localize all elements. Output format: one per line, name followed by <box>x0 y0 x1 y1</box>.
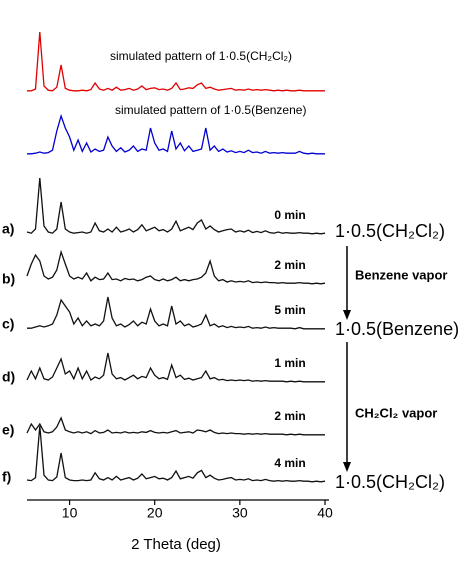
x-tick-label: 30 <box>232 505 248 521</box>
simulated-label: simulated pattern of 1·0.5(Benzene) <box>115 103 306 117</box>
trace-label: b) <box>2 271 15 287</box>
trace <box>27 31 325 92</box>
trace <box>26 425 326 483</box>
annotation: 1·0.5(Benzene) <box>335 319 459 339</box>
trace <box>26 352 325 383</box>
arrow-head <box>343 310 351 320</box>
trace <box>27 113 325 155</box>
trace-label: d) <box>2 369 15 385</box>
x-tick-label: 10 <box>62 505 78 521</box>
trace-label: f) <box>2 469 11 485</box>
x-tick-label: 40 <box>317 505 333 521</box>
annotation: Benzene vapor <box>355 267 447 282</box>
time-label: 1 min <box>274 356 305 370</box>
x-axis-label: 2 Theta (deg) <box>131 536 221 553</box>
x-tick-label: 20 <box>147 505 163 521</box>
annotation: 1·0.5(CH₂Cl₂) <box>335 472 445 492</box>
simulated-label: simulated pattern of 1·0.5(CH₂Cl₂) <box>110 49 292 63</box>
trace-label: a) <box>2 221 14 237</box>
trace <box>27 296 325 330</box>
time-label: 4 min <box>274 456 305 470</box>
time-label: 2 min <box>274 409 305 423</box>
annotation: CH₂Cl₂ vapor <box>355 405 437 420</box>
trace <box>26 249 326 285</box>
time-label: 2 min <box>274 258 305 272</box>
time-label: 0 min <box>274 208 305 222</box>
trace <box>26 177 326 235</box>
arrow-head <box>343 462 351 472</box>
trace <box>26 416 325 436</box>
annotation: 1·0.5(CH₂Cl₂) <box>335 221 445 241</box>
trace-label: e) <box>2 422 14 438</box>
trace-label: c) <box>2 316 14 332</box>
time-label: 5 min <box>274 303 305 317</box>
